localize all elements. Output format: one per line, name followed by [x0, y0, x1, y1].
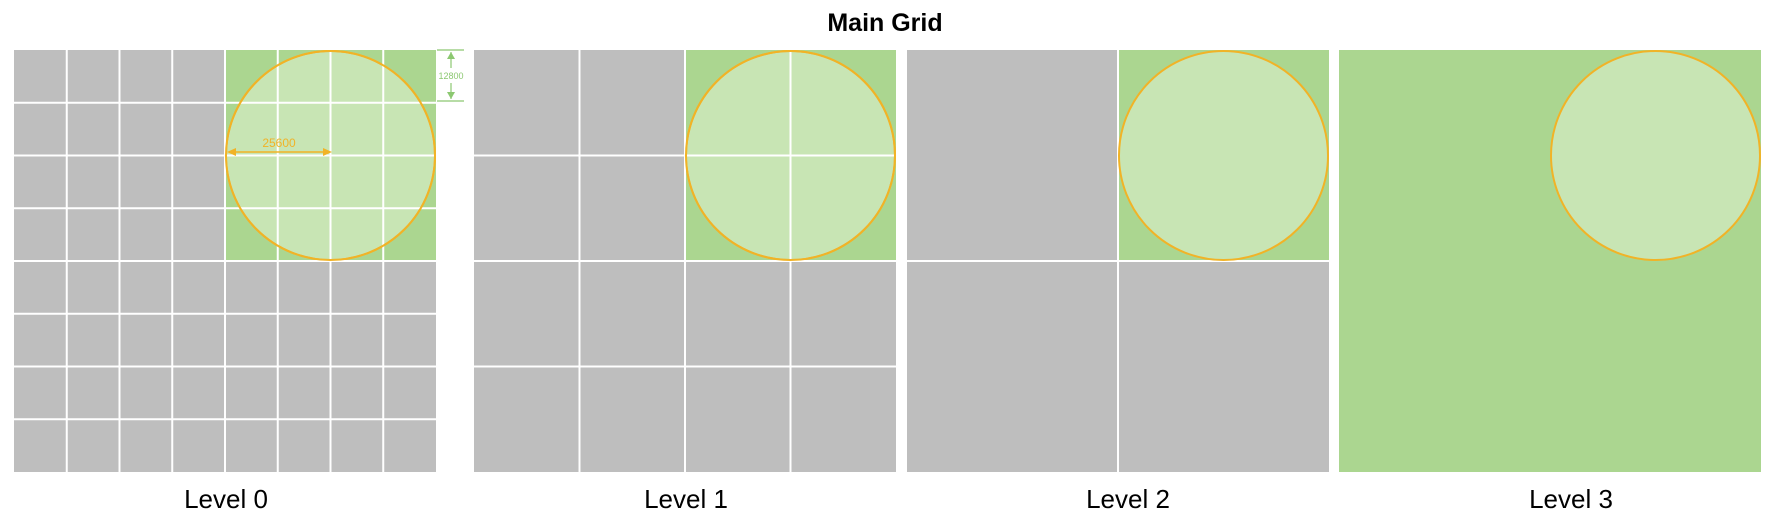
arrowhead-up-icon [447, 52, 455, 59]
vertical-dimension: 12800 [437, 49, 464, 102]
arrowhead-left-icon [227, 148, 236, 156]
arrowhead-down-icon [447, 92, 455, 99]
level-0-label: Level 0 [184, 484, 268, 514]
diagram-title: Main Grid [827, 9, 942, 37]
coverage-circle [1118, 50, 1329, 261]
level-3-label: Level 3 [1529, 484, 1613, 514]
arrowhead-right-icon [323, 148, 332, 156]
level-1-label: Level 1 [644, 484, 728, 514]
horizontal-dimension: 25600 [227, 136, 332, 156]
level-2-label: Level 2 [1086, 484, 1170, 514]
coverage-circle-outline [225, 50, 436, 261]
level-3-panel [1339, 50, 1761, 472]
level-0-panel [14, 50, 436, 472]
horizontal-dimension-label: 25600 [262, 136, 296, 150]
level-1-panel [474, 50, 896, 472]
vertical-dimension-label: 12800 [438, 71, 463, 81]
coverage-circle-outline [685, 50, 896, 261]
level-2-panel [907, 50, 1329, 472]
coverage-circle [1550, 50, 1761, 261]
dimension-annotations: 25600 12800 [227, 49, 464, 156]
